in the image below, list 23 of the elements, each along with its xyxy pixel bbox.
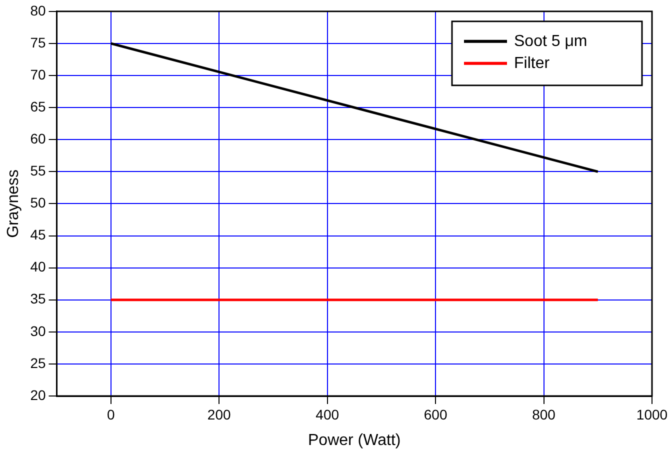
x-tick-label: 0	[106, 406, 115, 422]
x-tick-label: 200	[207, 406, 231, 422]
y-tick-label: 25	[30, 354, 46, 371]
y-tick-label: 35	[30, 290, 46, 307]
y-tick-label: 50	[30, 194, 46, 211]
y-tick-label: 65	[30, 98, 46, 114]
y-tick-label: 45	[30, 226, 46, 243]
y-tick-label: 70	[30, 66, 46, 82]
y-axis-title: Grayness	[5, 169, 22, 238]
y-tick-label: 60	[30, 130, 46, 146]
x-tick-label: 600	[424, 406, 448, 422]
y-tick-label: 55	[30, 162, 46, 179]
x-tick-label: 800	[532, 406, 556, 422]
y-tick-label: 20	[30, 386, 46, 403]
y-tick-label: 30	[30, 322, 46, 339]
x-tick-label: 1000	[636, 406, 668, 422]
y-tick-label: 80	[30, 2, 46, 18]
legend-label: Filter	[514, 54, 550, 72]
y-tick-label: 40	[30, 258, 46, 275]
legend-label: Soot 5 μm	[514, 32, 588, 50]
y-tick-label: 75	[30, 34, 46, 50]
x-tick-label: 400	[316, 406, 340, 422]
x-axis-title: Power (Watt)	[308, 432, 401, 449]
